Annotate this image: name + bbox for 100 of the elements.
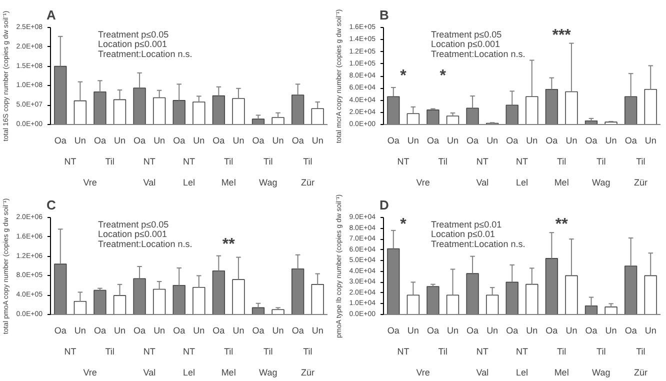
- text: Un: [486, 326, 498, 336]
- text: Oa: [212, 136, 225, 146]
- annotation: Treatment p≤0.05: [98, 29, 169, 40]
- annotation: ***: [552, 26, 572, 44]
- text: Oa: [426, 326, 439, 336]
- text: Zür: [634, 178, 648, 188]
- x-tick-label: Til: [596, 156, 606, 166]
- annotation: Location p≤0.01: [430, 229, 495, 240]
- text: Zür: [300, 178, 314, 188]
- x-tick-label: NT: [64, 346, 77, 356]
- series-label: Oa: [624, 326, 637, 336]
- annotation: *: [400, 216, 408, 233]
- text: Un: [312, 136, 324, 146]
- annotation: **: [222, 236, 236, 254]
- text: Oa: [546, 326, 558, 336]
- text: Oa: [585, 136, 598, 146]
- text: Oa: [94, 136, 106, 146]
- text: Un: [486, 136, 498, 146]
- annotation: Treatment:Location n.s.: [98, 48, 192, 59]
- text: Val: [476, 368, 489, 378]
- text: Un: [566, 326, 578, 336]
- text: Un: [232, 326, 244, 336]
- x-tick-label: Til: [438, 346, 448, 356]
- annotation: Location p≤0.001: [98, 39, 167, 50]
- text: Wag: [592, 178, 610, 188]
- text: Oa: [546, 136, 558, 146]
- text: Wag: [259, 368, 278, 378]
- text: Oa: [466, 136, 479, 146]
- series-label: Un: [74, 136, 86, 146]
- text: Un: [114, 326, 126, 336]
- text: Oa: [212, 326, 225, 336]
- series-label: Oa: [54, 136, 66, 146]
- text: Oa: [292, 136, 304, 146]
- text: Vre: [416, 368, 430, 378]
- text: Zür: [300, 368, 314, 378]
- text: Oa: [292, 326, 304, 336]
- text: Vre: [83, 368, 97, 378]
- text: Un: [644, 326, 656, 336]
- text: Lel: [182, 368, 196, 378]
- x-tick-label: Til: [596, 346, 606, 356]
- annotation: *: [400, 68, 408, 84]
- chart-title: A: [46, 8, 56, 22]
- x-tick-label: Til: [556, 346, 566, 356]
- x-tick-label: NT: [183, 346, 196, 356]
- annotation: *: [440, 68, 447, 84]
- series-label: Un: [407, 326, 419, 336]
- series-label: Oa: [624, 136, 637, 146]
- text: Wag: [259, 178, 278, 188]
- x-tick-label: NT: [516, 156, 528, 166]
- annotation: Location p≤0.001: [430, 39, 500, 50]
- text: Oa: [134, 326, 146, 336]
- x-tick-label: Til: [636, 346, 646, 356]
- text: Val: [143, 368, 156, 378]
- text: Oa: [506, 326, 518, 336]
- annotation: **: [555, 216, 569, 233]
- chart-title: C: [46, 198, 56, 212]
- text: Oa: [387, 136, 400, 146]
- text: Oa: [387, 326, 400, 336]
- text: Mel: [554, 368, 569, 378]
- text: Wag: [592, 368, 610, 378]
- text: Oa: [173, 326, 186, 336]
- text: Oa: [94, 326, 106, 336]
- text: Oa: [173, 136, 186, 146]
- series-label: Un: [74, 326, 86, 336]
- text: Mel: [221, 368, 236, 378]
- text: Val: [143, 178, 156, 188]
- annotation: Location p≤0.001: [98, 229, 167, 240]
- text: Vre: [83, 178, 97, 188]
- text: Un: [312, 326, 324, 336]
- x-tick-label: NT: [64, 156, 77, 166]
- text: Un: [154, 326, 166, 336]
- x-tick-label: NT: [476, 156, 489, 166]
- x-tick-label: Til: [105, 346, 114, 356]
- text: Oa: [466, 326, 479, 336]
- text: Oa: [585, 326, 598, 336]
- annotation: Treatment p≤0.05: [98, 219, 169, 230]
- x-tick-label: NT: [476, 346, 489, 356]
- text: Vre: [416, 178, 430, 188]
- text: Un: [605, 136, 617, 146]
- text: Oa: [252, 326, 264, 336]
- text: Un: [232, 136, 244, 146]
- x-tick-label: NT: [397, 156, 410, 166]
- text: Un: [272, 136, 284, 146]
- series-label: Oa: [54, 326, 66, 336]
- x-tick-label: Til: [224, 346, 234, 356]
- text: Un: [605, 326, 617, 336]
- text: Oa: [426, 136, 439, 146]
- text: Un: [644, 136, 656, 146]
- annotation: Treatment p≤0.05: [430, 29, 502, 40]
- x-tick-label: Til: [224, 156, 234, 166]
- text: Val: [476, 178, 489, 188]
- x-tick-label: Til: [556, 156, 566, 166]
- text: Oa: [252, 136, 264, 146]
- x-tick-label: NT: [143, 346, 156, 356]
- text: Mel: [554, 178, 569, 188]
- annotation: Treatment p≤0.01: [430, 219, 502, 230]
- text: Un: [114, 136, 126, 146]
- text: Un: [526, 326, 538, 336]
- x-tick-label: Til: [438, 156, 448, 166]
- text: Oa: [134, 136, 146, 146]
